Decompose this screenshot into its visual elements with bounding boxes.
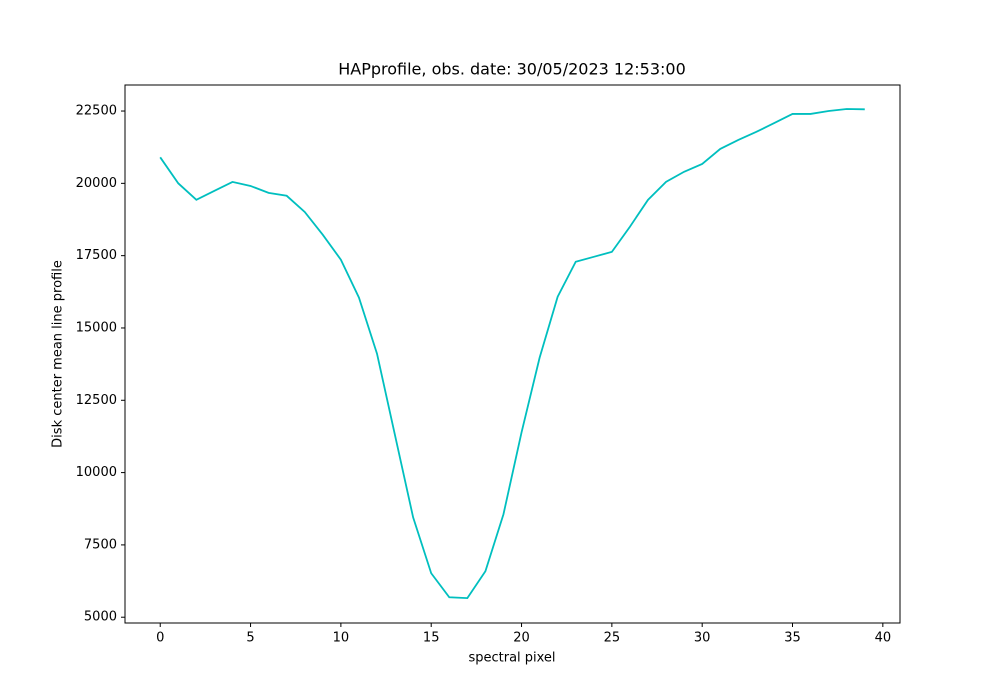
x-tick-label: 30: [694, 631, 711, 646]
y-tick-label: 10000: [76, 465, 117, 480]
y-tick-label: 17500: [76, 248, 117, 263]
y-tick-label: 7500: [84, 537, 117, 552]
y-axis-label: Disk center mean line profile: [51, 260, 66, 448]
x-tick-label: 10: [333, 631, 350, 646]
chart-title: HAPprofile, obs. date: 30/05/2023 12:53:…: [338, 60, 686, 79]
x-axis-label: spectral pixel: [468, 651, 555, 666]
x-tick-label: 20: [513, 631, 530, 646]
x-tick-label: 40: [875, 631, 892, 646]
x-tick-label: 5: [246, 631, 254, 646]
data-line: [159, 108, 865, 600]
x-tick-label: 15: [423, 631, 440, 646]
y-tick-label: 12500: [76, 393, 117, 408]
plot-frame: [124, 84, 901, 624]
y-tick-label: 15000: [76, 320, 117, 335]
y-tick-label: 20000: [76, 176, 117, 191]
x-tick-label: 0: [156, 631, 164, 646]
x-tick-label: 25: [604, 631, 621, 646]
y-tick-label: 22500: [76, 104, 117, 119]
y-tick-label: 5000: [84, 610, 117, 625]
x-tick-label: 35: [784, 631, 801, 646]
